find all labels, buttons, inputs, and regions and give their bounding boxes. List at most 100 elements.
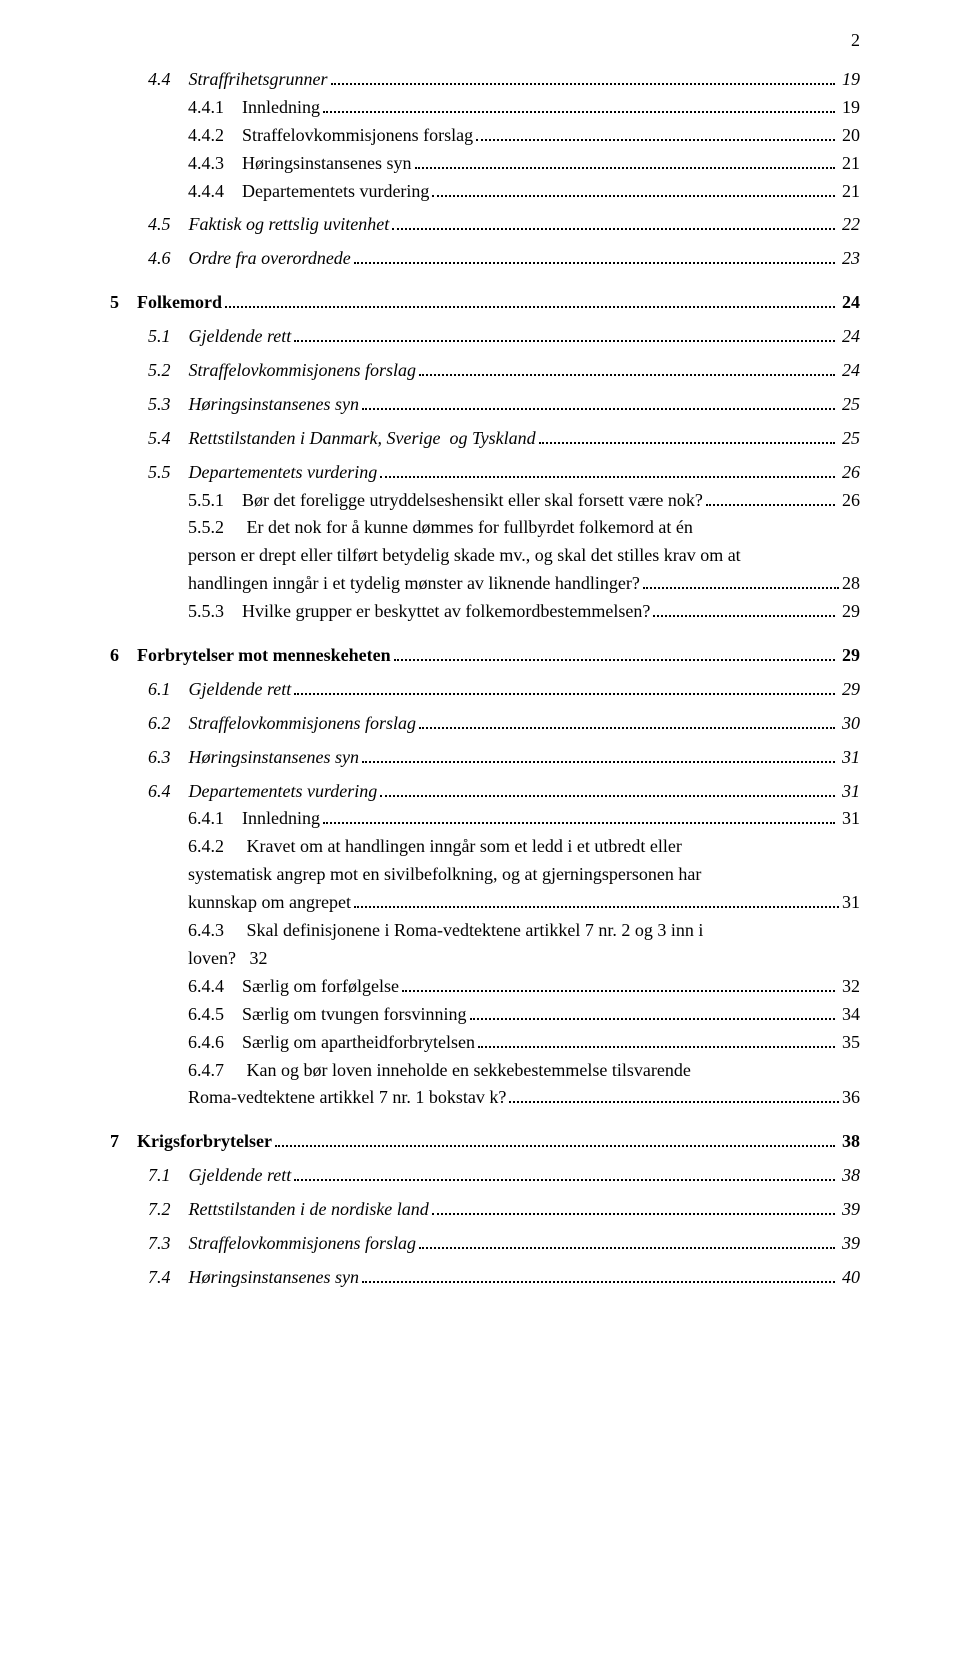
toc-entry-page: 30 <box>838 710 861 738</box>
toc-dot-leader <box>294 328 834 343</box>
toc-entry-title: Innledning <box>242 805 320 833</box>
toc-entry-page: 28 <box>842 570 860 598</box>
toc-entry: 5.5.2 Er det nok for å kunne dømmes for … <box>110 514 860 598</box>
toc-entry-number: 6 <box>110 642 137 670</box>
toc-entry: 4.4.4 Departementets vurdering 21 <box>110 178 860 206</box>
toc-dot-leader <box>394 646 835 661</box>
toc-entry: 6.4.2 Kravet om at handlingen inngår som… <box>110 833 860 917</box>
toc-entry-text: kunnskap om angrepet <box>188 889 351 917</box>
toc-dot-leader <box>225 294 835 309</box>
toc-entry-line: loven? 32 <box>188 945 860 973</box>
toc-entry-line: 6.4.3 Skal definisjonene i Roma-vedtekte… <box>188 917 860 945</box>
toc-dot-leader <box>331 70 835 85</box>
toc-entry: 5.2 Straffelovkommisjonens forslag 24 <box>110 357 860 385</box>
toc-entry: 6.4.5 Særlig om tvungen forsvinning 34 <box>110 1001 860 1029</box>
toc-entry-text: Roma-vedtektene artikkel 7 nr. 1 bokstav… <box>188 1084 506 1112</box>
toc-dot-leader <box>509 1089 839 1104</box>
toc-entry-page: 25 <box>838 425 861 453</box>
toc-dot-leader <box>419 714 835 729</box>
toc-entry: 5.1 Gjeldende rett 24 <box>110 323 860 351</box>
toc-entry-page: 36 <box>842 1084 860 1112</box>
toc-entry-title: Høringsinstansenes syn <box>189 1264 360 1292</box>
toc-entry-number: 4.6 <box>148 245 189 273</box>
toc-entry-number: 6.4.5 <box>188 1001 242 1029</box>
toc-entry: 4.5 Faktisk og rettslig uvitenhet 22 <box>110 211 860 239</box>
toc-entry: 5.5.3 Hvilke grupper er beskyttet av fol… <box>110 598 860 626</box>
toc-dot-leader <box>419 361 835 376</box>
toc-entry: 7.2 Rettstilstanden i de nordiske land 3… <box>110 1196 860 1224</box>
toc-entry-title: Straffelovkommisjonens forslag <box>242 122 473 150</box>
toc-entry-page: 29 <box>838 642 861 670</box>
toc-dot-leader <box>706 491 835 506</box>
toc-dot-leader <box>478 1033 835 1048</box>
toc-entry: 4.4 Straffrihetsgrunner 19 <box>110 66 860 94</box>
toc-entry-page: 24 <box>838 323 861 351</box>
toc-dot-leader <box>432 1200 835 1215</box>
toc-entry: 6.4 Departementets vurdering 31 <box>110 778 860 806</box>
toc-entry: 4.4.2 Straffelovkommisjonens forslag 20 <box>110 122 860 150</box>
toc-entry-page: 39 <box>838 1196 861 1224</box>
toc-entry-title: Særlig om tvungen forsvinning <box>242 1001 467 1029</box>
toc-entry-text: systematisk angrep mot en sivilbefolknin… <box>188 861 701 889</box>
toc-entry-number: 6.1 <box>148 676 189 704</box>
toc-dot-leader <box>362 1268 835 1283</box>
toc-entry-page: 21 <box>838 178 861 206</box>
page: 2 4.4 Straffrihetsgrunner 194.4.1 Innled… <box>0 0 960 1655</box>
toc-dot-leader <box>354 250 835 265</box>
toc-entry-number: 5.5.3 <box>188 598 242 626</box>
toc-entry-page: 20 <box>838 122 861 150</box>
toc-entry-title: Særlig om apartheidforbrytelsen <box>242 1029 475 1057</box>
toc-entry-page: 38 <box>838 1128 861 1156</box>
toc-entry-title: Straffelovkommisjonens forslag <box>189 710 417 738</box>
toc-entry-page: 24 <box>838 289 861 317</box>
toc-entry-text: person er drept eller tilført betydelig … <box>188 542 741 570</box>
toc-entry-page: 40 <box>838 1264 861 1292</box>
toc-entry-title: Høringsinstansenes syn <box>189 744 360 772</box>
toc-dot-leader <box>294 680 834 695</box>
toc-entry: 6.4.1 Innledning 31 <box>110 805 860 833</box>
toc-entry: 4.4.3 Høringsinstansenes syn 21 <box>110 150 860 178</box>
toc-entry-page: 23 <box>838 245 861 273</box>
toc-entry: 4.6 Ordre fra overordnede 23 <box>110 245 860 273</box>
toc-entry-number: 5.2 <box>148 357 189 385</box>
toc-entry-number: 6.4.1 <box>188 805 242 833</box>
toc-entry-line: systematisk angrep mot en sivilbefolknin… <box>188 861 860 889</box>
toc-entry-title: Rettstilstanden i Danmark, Sverige og Ty… <box>189 425 536 453</box>
toc-dot-leader <box>539 429 835 444</box>
toc-entry-title: Høringsinstansenes syn <box>242 150 412 178</box>
toc-entry-page: 26 <box>838 459 861 487</box>
toc-entry: 7 Krigsforbrytelser 38 <box>110 1128 860 1156</box>
toc-entry: 6.3 Høringsinstansenes syn 31 <box>110 744 860 772</box>
toc-dot-leader <box>323 810 835 825</box>
toc-entry-title: Høringsinstansenes syn <box>189 391 360 419</box>
toc-entry-page: 32 <box>838 973 861 1001</box>
toc-entry-page: 29 <box>838 598 861 626</box>
toc-entry-title: Gjeldende rett <box>189 1162 292 1190</box>
toc-entry-page: 39 <box>838 1230 861 1258</box>
toc-entry-title: Departementets vurdering <box>189 778 378 806</box>
toc-entry-title: Departementets vurdering <box>242 178 429 206</box>
toc-dot-leader <box>415 154 835 169</box>
toc-entry-title: Gjeldende rett <box>189 323 292 351</box>
toc-entry-title: Forbrytelser mot menneskeheten <box>137 642 391 670</box>
toc-entry-line: 6.4.2 Kravet om at handlingen inngår som… <box>188 833 860 861</box>
toc-dot-leader <box>354 894 839 909</box>
table-of-contents: 4.4 Straffrihetsgrunner 194.4.1 Innledni… <box>110 60 860 1292</box>
toc-entry-title: Bør det foreligge utryddelseshensikt ell… <box>242 487 703 515</box>
toc-entry-number: 7.1 <box>148 1162 189 1190</box>
toc-entry-page: 31 <box>838 778 861 806</box>
toc-entry-title: Straffrihetsgrunner <box>189 66 328 94</box>
toc-entry-number: 6.2 <box>148 710 189 738</box>
toc-dot-leader <box>275 1133 835 1148</box>
toc-entry-number: 5.1 <box>148 323 189 351</box>
toc-entry-title: Ordre fra overordnede <box>189 245 351 273</box>
toc-entry-text: handlingen inngår i et tydelig mønster a… <box>188 570 640 598</box>
toc-entry-page: 29 <box>838 676 861 704</box>
toc-entry-page: 26 <box>838 487 861 515</box>
toc-entry-page: 24 <box>838 357 861 385</box>
toc-entry-number: 5.5.1 <box>188 487 242 515</box>
toc-entry: 6.4.6 Særlig om apartheidforbrytelsen 35 <box>110 1029 860 1057</box>
toc-entry-page: 31 <box>842 889 860 917</box>
toc-entry-page: 31 <box>838 805 861 833</box>
toc-entry: 6.4.3 Skal definisjonene i Roma-vedtekte… <box>110 917 860 973</box>
